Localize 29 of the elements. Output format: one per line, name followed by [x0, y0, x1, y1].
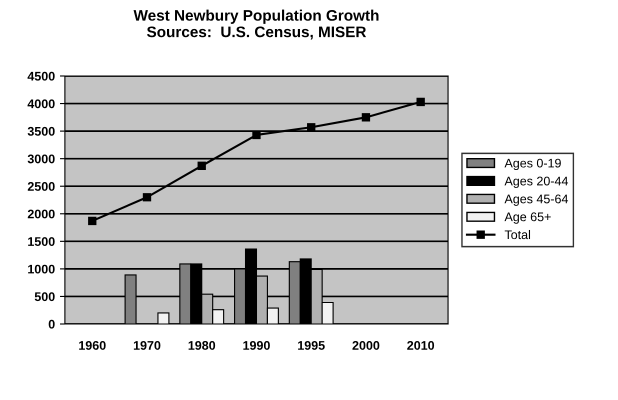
y-tick-label: 4000: [28, 99, 55, 108]
y-tick-label: 3500: [28, 126, 55, 136]
point: [362, 113, 370, 122]
legend-label: Age 65+: [504, 212, 551, 224]
y-tick-label: 500: [34, 292, 55, 302]
point: [307, 123, 316, 132]
x-tick-label: 1990: [243, 340, 270, 350]
x-tick-label: 1980: [188, 340, 216, 350]
point: [142, 193, 152, 202]
point: [88, 216, 96, 226]
y-tick-label: 1000: [28, 264, 55, 274]
legend-label: Ages 0-19: [504, 158, 561, 170]
legend-label: Total: [504, 230, 530, 240]
point: [416, 98, 425, 106]
y-tick-label: 4500: [28, 72, 55, 81]
y-tick-label: 0: [48, 320, 55, 329]
point: [198, 162, 206, 170]
y-tick-label: 2000: [28, 210, 55, 218]
legend-label: Ages 20-44: [504, 176, 568, 188]
x-tick-label: 2000: [352, 340, 380, 350]
chart-title: West Newbury Population Growth Sources: U.S. Census, MISER: [134, 10, 378, 40]
legend-label: Ages 45-64: [504, 194, 568, 206]
y-tick-label: 1500: [28, 237, 55, 246]
x-tick-label: 1995: [298, 340, 325, 350]
x-tick-label: 1970: [134, 340, 160, 350]
y-tick-label: 3000: [28, 154, 55, 164]
x-tick-label: 1960: [79, 340, 106, 350]
x-tick-label: 2010: [407, 340, 434, 350]
y-tick-label: 2500: [28, 182, 55, 191]
